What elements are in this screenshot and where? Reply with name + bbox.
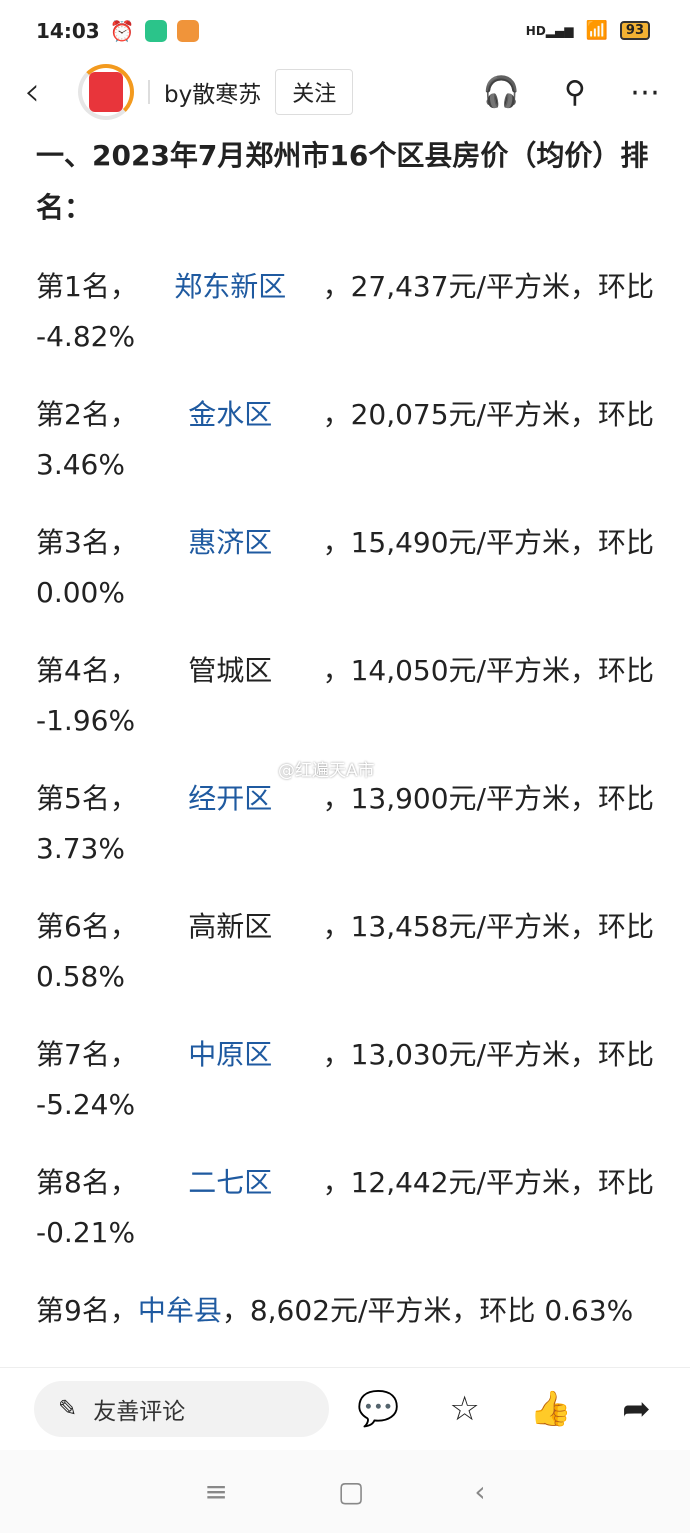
price-text: ，15,490元/平方米，环比: [322, 526, 654, 559]
signal-icon: HD▂▄▆: [525, 23, 574, 38]
ranking-entry: 第3名， 惠济区 ，15,490元/平方米，环比 0.00%: [36, 518, 654, 618]
change-value: -4.82%: [36, 320, 136, 353]
change-value: 3.73%: [36, 832, 125, 865]
rank-label: 第3名，: [36, 526, 138, 559]
status-bar: 14:03 ⏰ HD▂▄▆ 📶 93: [0, 0, 690, 62]
comment-icon[interactable]: 💬: [357, 1389, 400, 1429]
shield-app-icon: [144, 20, 167, 42]
share-icon[interactable]: ➦: [622, 1389, 651, 1429]
change-value: -1.96%: [36, 704, 136, 737]
battery-icon: 93: [619, 21, 650, 40]
system-nav-bar: ≡ ▢ ‹: [0, 1450, 690, 1533]
divider: [148, 80, 150, 104]
headphones-icon[interactable]: 🎧: [482, 74, 521, 110]
district-name[interactable]: 二七区: [188, 1166, 273, 1199]
district-name[interactable]: 郑东新区: [174, 270, 287, 303]
price-text: ，8,602元/平方米，环比 0.63%: [221, 1294, 634, 1327]
ranking-entry: 第2名， 金水区 ，20,075元/平方米，环比 3.46%: [36, 390, 654, 490]
avatar[interactable]: [78, 64, 134, 120]
rank-label: 第7名，: [36, 1038, 138, 1071]
article-heading: 一、2023年7月郑州市16个区县房价（均价）排名：: [36, 139, 649, 224]
change-value: -0.21%: [36, 1216, 136, 1249]
rank-label: 第5名，: [36, 782, 138, 815]
back-nav-icon[interactable]: ‹: [474, 1475, 486, 1508]
ranking-entry: 第8名， 二七区 ，12,442元/平方米，环比 -0.21%: [36, 1158, 654, 1258]
rank-label: 第2名，: [36, 398, 138, 431]
pen-icon: ✎: [58, 1396, 78, 1422]
rank-label: 第1名，: [36, 270, 138, 303]
district-name[interactable]: 惠济区: [188, 526, 273, 559]
ranking-entry: 第5名， 经开区 ，13,900元/平方米，环比 3.73%: [36, 774, 654, 874]
district-name[interactable]: 中原区: [188, 1038, 273, 1071]
author-name[interactable]: by散寒苏: [164, 82, 262, 108]
alarm-icon: ⏰: [109, 19, 135, 43]
home-icon[interactable]: ▢: [337, 1475, 365, 1508]
follow-button[interactable]: 关注: [275, 69, 354, 115]
clock: 14:03: [36, 19, 100, 43]
ranking-entry: 第9名，中牟县，8,602元/平方米，环比 0.63%: [36, 1286, 654, 1336]
search-icon[interactable]: ⚲: [564, 74, 586, 110]
app-notification-icon: [176, 20, 199, 42]
rank-label: 第6名，: [36, 910, 138, 943]
change-value: 0.58%: [36, 960, 125, 993]
change-value: 3.46%: [36, 448, 125, 481]
price-text: ，20,075元/平方米，环比: [322, 398, 654, 431]
article-header: ‹ by散寒苏 关注 🎧 ⚲ ⋯: [0, 62, 690, 122]
ranking-entry: 第7名， 中原区 ，13,030元/平方米，环比 -5.24%: [36, 1030, 654, 1130]
red-envelope-icon: [89, 72, 123, 112]
change-value: 0.00%: [36, 576, 125, 609]
comment-placeholder: 友善评论: [93, 1399, 186, 1425]
rank-label: 第4名，: [36, 654, 138, 687]
more-icon[interactable]: ⋯: [630, 74, 660, 110]
back-button[interactable]: ‹: [24, 69, 40, 115]
menu-icon[interactable]: ≡: [204, 1475, 228, 1508]
rank-label: 第9名，: [36, 1294, 138, 1327]
wifi-icon: 📶: [585, 20, 608, 41]
like-icon[interactable]: 👍: [529, 1389, 573, 1429]
district-name[interactable]: 经开区: [188, 782, 273, 815]
ranking-entry: 第6名， 高新区 ，13,458元/平方米，环比 0.58%: [36, 902, 654, 1002]
article-body: 一、2023年7月郑州市16个区县房价（均价）排名： 第1名， 郑东新区 ，27,4…: [0, 130, 690, 1336]
price-text: ，27,437元/平方米，环比: [322, 270, 654, 303]
rank-label: 第8名，: [36, 1166, 138, 1199]
district-name[interactable]: 金水区: [188, 398, 273, 431]
district-name: 管城区: [188, 654, 273, 687]
comment-input[interactable]: ✎ 友善评论: [34, 1381, 329, 1437]
ranking-entry: 第1名， 郑东新区 ，27,437元/平方米，环比 -4.82%: [36, 262, 654, 362]
watermark: @红遍天A市: [278, 761, 375, 781]
district-name: 高新区: [188, 910, 273, 943]
ranking-entry: 第4名， 管城区 ，14,050元/平方米，环比 -1.96%: [36, 646, 654, 746]
price-text: ，14,050元/平方米，环比: [322, 654, 654, 687]
bottom-action-bar: ✎ 友善评论 💬 ☆ 👍 ➦: [0, 1367, 690, 1450]
district-name[interactable]: 中牟县: [137, 1294, 222, 1327]
price-text: ，13,030元/平方米，环比: [322, 1038, 654, 1071]
change-value: -5.24%: [36, 1088, 136, 1121]
price-text: ，13,458元/平方米，环比: [322, 910, 654, 943]
price-text: ，12,442元/平方米，环比: [322, 1166, 654, 1199]
price-text: ，13,900元/平方米，环比: [322, 782, 654, 815]
star-icon[interactable]: ☆: [449, 1389, 480, 1429]
